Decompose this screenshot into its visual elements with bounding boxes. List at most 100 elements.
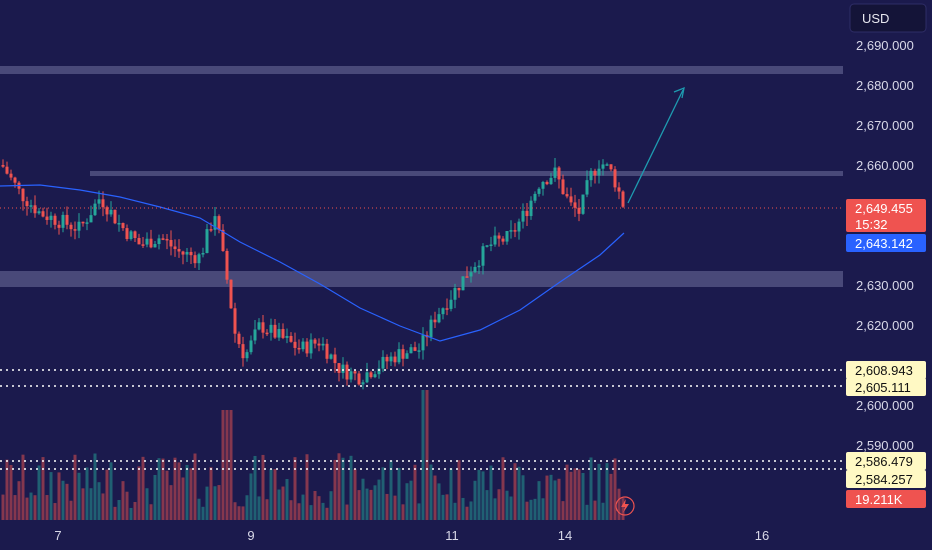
volume-bar <box>89 488 93 520</box>
volume-bar <box>293 457 297 520</box>
candle-body <box>437 314 441 323</box>
time-axis[interactable]: 7 9 11 14 16 <box>54 528 769 543</box>
volume-bar <box>397 467 401 520</box>
volume-bar <box>521 475 525 520</box>
candle-body <box>341 364 345 373</box>
volume-bar <box>621 498 625 520</box>
candle-body <box>257 322 261 330</box>
candle-body <box>253 329 257 341</box>
candle-body <box>13 177 17 183</box>
volume-bar <box>325 507 329 520</box>
candle-body <box>117 223 121 225</box>
volume-bar <box>353 469 357 520</box>
candle-body <box>457 287 461 291</box>
volume-bar <box>497 489 501 520</box>
volume-bar <box>241 506 245 520</box>
y-tick-label: 2,690.000 <box>856 38 914 53</box>
candle-body <box>81 221 85 224</box>
candle-body <box>129 231 133 239</box>
volume-bar <box>41 457 45 520</box>
candle-body <box>393 356 397 363</box>
volume-bar <box>449 468 453 520</box>
level-badge-bg <box>846 452 926 470</box>
candle-body <box>181 251 185 255</box>
candle-body <box>373 374 377 378</box>
candle-body <box>69 224 73 230</box>
volume-bar <box>233 502 237 520</box>
volume-bar <box>237 506 241 520</box>
volume-bar <box>249 473 253 520</box>
candle-body <box>337 363 341 373</box>
candle-body <box>169 240 173 247</box>
volume-bar <box>589 457 593 520</box>
candle-body <box>321 343 325 346</box>
arrow-shaft <box>627 89 684 204</box>
currency-button[interactable]: USD <box>849 3 927 33</box>
currency-label: USD <box>862 11 889 26</box>
volume-bar <box>461 497 465 520</box>
volume-bar <box>349 455 353 520</box>
candle-body <box>329 354 333 359</box>
volume-bar <box>21 454 25 520</box>
volume-bar <box>361 478 365 520</box>
candle-body <box>589 170 593 181</box>
candle-body <box>529 200 533 217</box>
support-resistance-zones <box>0 66 843 287</box>
moving-average-line <box>0 184 625 342</box>
volume-bar <box>597 463 601 520</box>
volume-bar <box>77 472 81 520</box>
volume-bar <box>529 499 533 520</box>
volume-bar <box>61 480 65 520</box>
volume-bar <box>421 390 425 520</box>
candle-body <box>429 319 433 338</box>
volume-badge: 19.211K <box>855 492 903 507</box>
volume-bar <box>385 493 389 520</box>
volume-bar <box>405 483 409 520</box>
candle-body <box>265 332 269 335</box>
volume-bar <box>613 458 617 520</box>
volume-bar <box>313 491 317 520</box>
volume-bar <box>109 462 113 520</box>
candle-body <box>593 170 597 176</box>
candle-body <box>53 215 57 225</box>
volume-bar <box>609 473 613 520</box>
volume-bar <box>229 410 233 520</box>
candle-body <box>233 308 237 334</box>
candle-body <box>317 343 321 346</box>
candle-body <box>237 333 241 345</box>
candle-body <box>213 216 217 230</box>
volume-bar <box>205 486 209 520</box>
volume-bar <box>137 466 141 520</box>
volume-bar <box>357 490 361 520</box>
volume-bar <box>141 456 145 520</box>
y-tick-label: 2,630.000 <box>856 278 914 293</box>
volume-bar <box>261 454 265 520</box>
volume-bars <box>1 390 625 520</box>
lightning-icon[interactable] <box>615 496 635 516</box>
candle-body <box>101 199 105 208</box>
candle-body <box>469 272 473 277</box>
candle-body <box>201 252 205 255</box>
volume-bar <box>377 479 381 520</box>
volume-bar <box>69 500 73 520</box>
candle-body <box>133 231 137 239</box>
volume-bar <box>533 498 537 520</box>
candle-body <box>549 177 553 185</box>
candle-body <box>145 238 149 245</box>
candle-body <box>349 371 353 380</box>
candle-body <box>365 372 369 383</box>
candle-body <box>545 181 549 185</box>
volume-bar <box>477 469 481 520</box>
volume-bar <box>157 458 161 520</box>
candle-body <box>449 299 453 309</box>
candle-body <box>377 368 381 375</box>
candle-body <box>461 276 465 291</box>
volume-bar <box>569 471 573 520</box>
candle-body <box>345 364 349 380</box>
candle-body <box>489 244 493 247</box>
volume-bar <box>153 474 157 520</box>
candle-body <box>9 173 13 178</box>
candle-body <box>605 164 609 166</box>
